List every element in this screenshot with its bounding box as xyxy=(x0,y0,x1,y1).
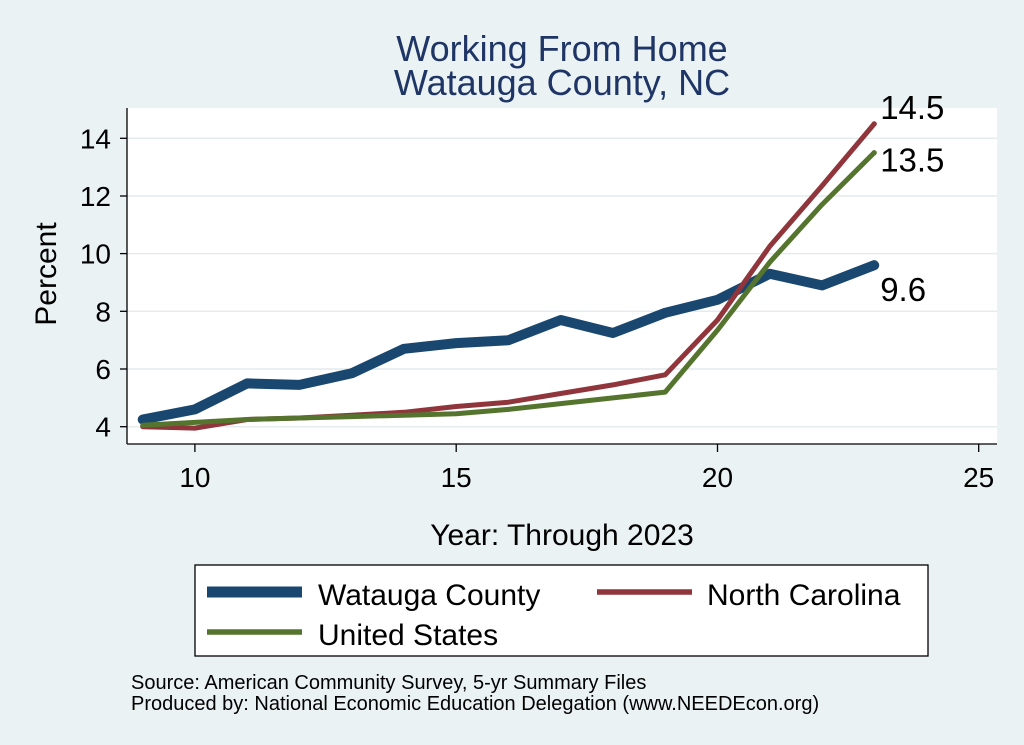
y-tick-label: 12 xyxy=(80,181,111,212)
y-tick-label: 4 xyxy=(95,412,111,443)
end-point-marker-united-states xyxy=(872,150,877,155)
legend: Watauga County North Carolina United Sta… xyxy=(195,565,928,656)
x-tick-label: 25 xyxy=(963,462,994,493)
y-axis-title: Percent xyxy=(30,222,63,326)
legend-label-watauga-county: Watauga County xyxy=(318,579,540,612)
source-note: Source: American Community Survey, 5-yr … xyxy=(131,672,646,694)
produced-by-note: Produced by: National Economic Education… xyxy=(131,693,819,715)
y-tick-label: 14 xyxy=(80,123,111,154)
y-tick-label: 6 xyxy=(95,354,111,385)
data-label-watauga-county: 9.6 xyxy=(880,271,926,308)
x-tick-label: 15 xyxy=(441,462,472,493)
y-tick-label: 10 xyxy=(80,239,111,270)
y-tick-label: 8 xyxy=(95,296,111,327)
end-point-marker-north-carolina xyxy=(872,121,877,126)
x-tick-label: 10 xyxy=(179,462,210,493)
chart-subtitle: Watauga County, NC xyxy=(394,62,730,103)
legend-label-north-carolina: North Carolina xyxy=(707,579,901,612)
legend-label-united-states: United States xyxy=(318,619,498,652)
line-chart: Working From Home Watauga County, NC 468… xyxy=(0,0,1024,745)
end-point-marker-watauga-county xyxy=(870,261,878,269)
data-label-north-carolina: 14.5 xyxy=(880,89,944,126)
x-axis-title: Year: Through 2023 xyxy=(430,519,694,552)
x-tick-label: 20 xyxy=(702,462,733,493)
data-label-united-states: 13.5 xyxy=(880,142,944,179)
